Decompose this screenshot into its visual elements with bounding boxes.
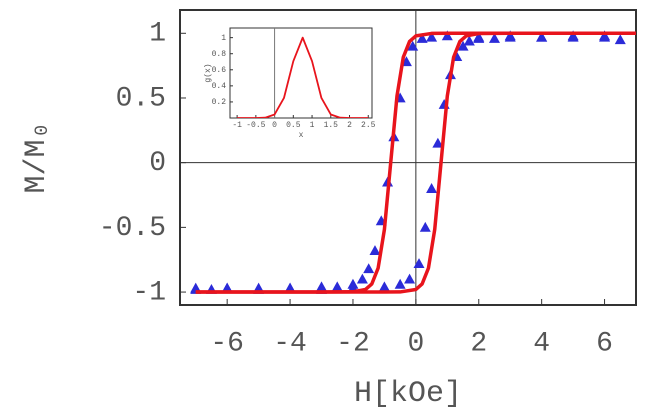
y-tick-label: 1 — [221, 34, 226, 43]
x-tick-label: -0.5 — [246, 121, 265, 130]
data-point — [536, 31, 548, 42]
x-tick-label: 0 — [407, 328, 424, 359]
main-chart: -6 -4 -2 0 2 4 6 -1 -0.5 0 0.5 1 H[kOe] M/M₀ — [20, 9, 637, 411]
y-tick-label: -0.5 — [99, 213, 166, 244]
data-point — [599, 30, 611, 41]
plot-area — [237, 36, 369, 118]
data-point — [473, 32, 485, 43]
x-axis-label: H[kOe] — [354, 377, 462, 411]
x-tick-label: -6 — [210, 328, 244, 359]
data-point — [416, 32, 428, 43]
y-tick-label: 0 — [149, 148, 166, 179]
data-point — [378, 281, 390, 292]
x-tick-label: 2 — [347, 121, 352, 130]
x-tick-label: -4 — [273, 328, 307, 359]
x-tick-label: 1.5 — [324, 121, 339, 130]
data-point — [407, 40, 419, 51]
x-tick-label: 1 — [310, 121, 315, 130]
x-tick-label: 4 — [533, 328, 550, 359]
y-tick-label: 0.4 — [212, 82, 227, 91]
data-point — [504, 31, 516, 42]
data-point — [488, 32, 500, 43]
data-point — [394, 278, 406, 289]
data-point — [463, 35, 475, 46]
data-point — [614, 34, 626, 45]
data-point — [404, 273, 416, 284]
x-tick-label: 6 — [596, 328, 613, 359]
y-tick-label: 0.8 — [212, 50, 227, 59]
data-point — [331, 281, 343, 292]
y-tick-label: 0.5 — [116, 83, 166, 114]
y-axis-label: M/M₀ — [20, 121, 54, 193]
x-tick-label: 2 — [470, 328, 487, 359]
x-tick-label: -2 — [336, 328, 370, 359]
y-tick-label: 0.6 — [212, 66, 227, 75]
data-point — [356, 273, 368, 284]
data-point — [284, 282, 296, 293]
y-tick-label: -1 — [132, 277, 166, 308]
data-point — [457, 40, 469, 51]
data-point — [441, 30, 453, 41]
fit-line — [237, 36, 369, 118]
data-point — [221, 282, 233, 293]
plot-area — [190, 30, 636, 294]
fit-line — [195, 31, 636, 294]
y-tick-label: 0.2 — [212, 98, 227, 107]
data-point — [190, 282, 202, 293]
data-point — [426, 183, 438, 193]
data-point — [426, 31, 438, 42]
data-point — [419, 221, 431, 232]
x-tick-label: 2.5 — [361, 121, 376, 130]
data-point — [369, 245, 381, 256]
x-axis-label: x — [299, 131, 304, 140]
y-axis-label: g(x) — [204, 63, 213, 82]
data-point — [413, 258, 425, 268]
x-tick-label: -1 — [232, 121, 242, 130]
data-point — [567, 31, 579, 42]
x-tick-label: 0 — [272, 121, 277, 130]
y-tick-label: 1 — [149, 19, 166, 50]
x-tick-label: 0.5 — [286, 121, 301, 130]
data-point — [432, 137, 444, 148]
data-point — [363, 263, 375, 274]
